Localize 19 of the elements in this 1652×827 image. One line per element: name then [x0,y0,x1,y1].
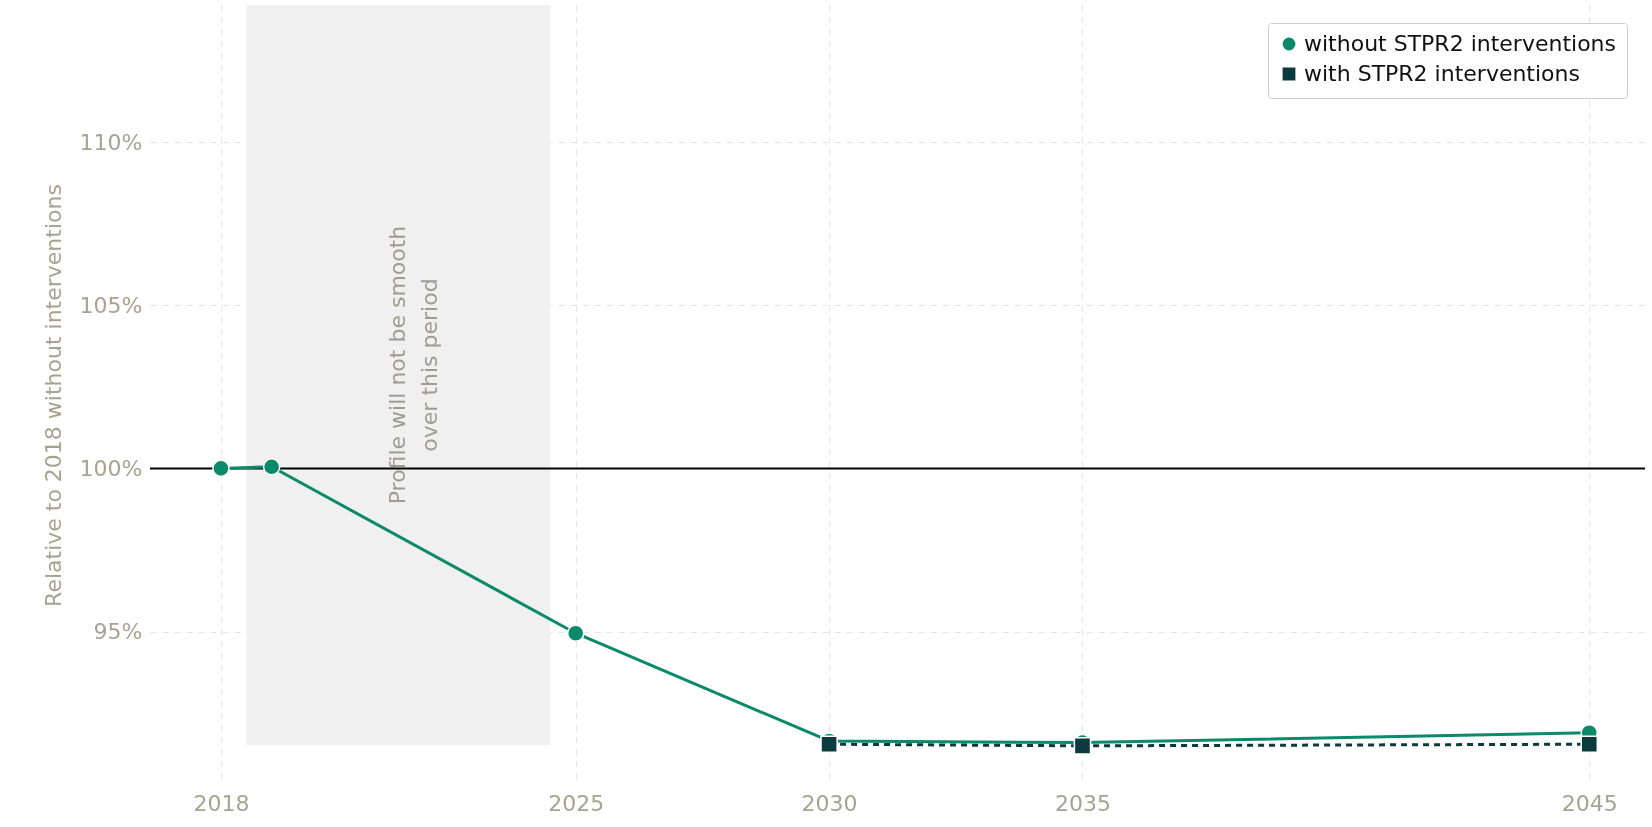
x-tick-label: 2045 [1561,790,1618,816]
x-tick-label: 2030 [801,790,858,816]
y-tick-label: 100% [79,455,143,481]
legend-label: with STPR2 interventions [1304,61,1580,86]
legend-label: without STPR2 interventions [1304,31,1617,56]
point [262,458,281,476]
y-axis-title: Relative to 2018 without interventions [40,184,66,607]
point [212,459,230,478]
x-tick-label: 2025 [548,790,605,816]
x-tick-label: 2035 [1054,790,1111,816]
band-label: Profile will not be smooth over this period [385,225,443,505]
y-tick-label: 95% [93,619,143,645]
point [1073,737,1092,755]
point [820,735,838,754]
point [566,624,585,643]
y-tick-label: 105% [79,292,143,318]
y-tick-label: 110% [79,129,143,155]
point [1580,735,1599,754]
x-tick-label: 2018 [193,790,250,816]
